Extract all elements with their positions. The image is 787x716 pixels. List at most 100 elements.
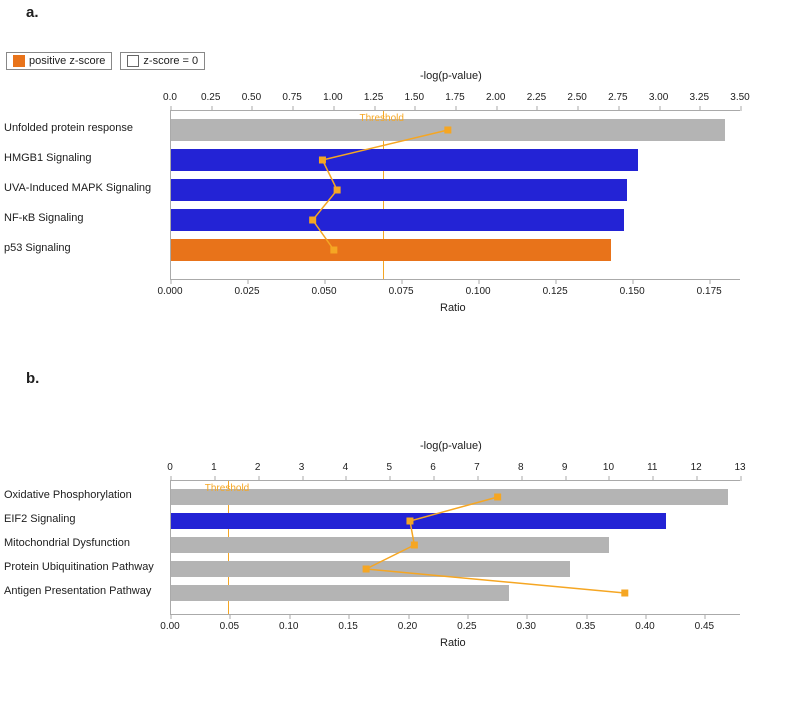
tick-mark [578, 106, 579, 111]
tick-mark [289, 614, 290, 619]
chart-a: -log(p-value)0.00.250.500.751.001.251.50… [0, 70, 780, 335]
tick-mark [171, 476, 172, 481]
tick-mark [434, 476, 435, 481]
threshold-label: Threshold [205, 483, 249, 494]
tick-label-bottom: 0.150 [620, 286, 645, 297]
tick-label-bottom: 0.025 [235, 286, 260, 297]
tick-label-top: 2.50 [567, 92, 586, 103]
tick-label-top: 2 [255, 462, 261, 473]
category-label: Protein Ubiquitination Pathway [4, 561, 166, 573]
tick-label-top: 6 [430, 462, 436, 473]
legend-label: positive z-score [29, 55, 105, 67]
tick-label-top: 13 [734, 462, 745, 473]
tick-label-top: 0.0 [163, 92, 177, 103]
tick-mark [402, 279, 403, 284]
tick-label-top: 0 [167, 462, 173, 473]
tick-label-top: 0.25 [201, 92, 220, 103]
tick-mark [258, 476, 259, 481]
tick-label-top: 3.50 [730, 92, 749, 103]
bar [171, 537, 609, 553]
tick-mark [586, 614, 587, 619]
tick-label-top: 5 [386, 462, 392, 473]
bar [171, 239, 611, 261]
tick-label-top: 7 [474, 462, 480, 473]
tick-mark [710, 279, 711, 284]
tick-label-top: 12 [691, 462, 702, 473]
tick-label-top: 2.00 [486, 92, 505, 103]
tick-mark [374, 106, 375, 111]
tick-label-top: 0.50 [242, 92, 261, 103]
chart-b: -log(p-value)0123456789101112130.000.050… [0, 440, 780, 680]
bar [171, 119, 725, 141]
tick-label-top: 11 [647, 462, 657, 473]
tick-label-bottom: 0.30 [517, 621, 536, 632]
axis-title-top: -log(p-value) [420, 70, 482, 82]
tick-label-top: 1.25 [364, 92, 383, 103]
tick-mark [618, 106, 619, 111]
bar [171, 513, 666, 529]
tick-label-top: 9 [562, 462, 568, 473]
category-label: Unfolded protein response [4, 122, 166, 134]
tick-label-bottom: 0.100 [466, 286, 491, 297]
tick-mark [556, 279, 557, 284]
tick-mark [659, 106, 660, 111]
legend-swatch [127, 55, 139, 67]
tick-label-top: 10 [603, 462, 614, 473]
tick-mark [230, 614, 231, 619]
tick-mark [171, 279, 172, 284]
axis-title-bottom: Ratio [440, 637, 466, 649]
legend-label: z-score = 0 [143, 55, 198, 67]
category-label: NF-κB Signaling [4, 212, 166, 224]
tick-label-top: 1 [211, 462, 217, 473]
tick-mark [697, 476, 698, 481]
tick-mark [741, 106, 742, 111]
legend-swatch [13, 55, 25, 67]
category-label: HMGB1 Signaling [4, 152, 166, 164]
legend: positive z-score z-score = 0 [6, 52, 205, 70]
bar [171, 149, 638, 171]
tick-mark [477, 476, 478, 481]
plot-area [170, 480, 740, 615]
plot-area [170, 110, 740, 280]
tick-mark [741, 476, 742, 481]
tick-label-top: 3.25 [690, 92, 709, 103]
tick-mark [211, 106, 212, 111]
tick-label-top: 3 [299, 462, 305, 473]
tick-mark [302, 476, 303, 481]
tick-mark [537, 106, 538, 111]
bar [171, 209, 624, 231]
tick-label-top: 1.50 [405, 92, 424, 103]
tick-label-top: 3.00 [649, 92, 668, 103]
category-label: Mitochondrial Dysfunction [4, 537, 166, 549]
tick-mark [565, 476, 566, 481]
tick-label-bottom: 0.125 [543, 286, 568, 297]
tick-mark [333, 106, 334, 111]
bar [171, 561, 570, 577]
tick-label-bottom: 0.175 [697, 286, 722, 297]
tick-label-bottom: 0.35 [576, 621, 595, 632]
tick-mark [171, 614, 172, 619]
tick-mark [700, 106, 701, 111]
tick-mark [390, 476, 391, 481]
tick-mark [609, 476, 610, 481]
panel-letter-a: a. [26, 4, 39, 21]
tick-mark [293, 106, 294, 111]
tick-label-top: 2.25 [527, 92, 546, 103]
tick-mark [653, 476, 654, 481]
tick-mark [496, 106, 497, 111]
category-label: EIF2 Signaling [4, 513, 166, 525]
tick-mark [325, 279, 326, 284]
tick-label-top: 2.75 [608, 92, 627, 103]
tick-mark [456, 106, 457, 111]
tick-label-bottom: 0.05 [220, 621, 239, 632]
figure: a. positive z-score z-score = 0 -log(p-va… [0, 0, 787, 716]
tick-mark [346, 476, 347, 481]
category-label: p53 Signaling [4, 242, 166, 254]
tick-label-bottom: 0.40 [635, 621, 654, 632]
tick-mark [479, 279, 480, 284]
tick-mark [646, 614, 647, 619]
tick-mark [252, 106, 253, 111]
legend-item: z-score = 0 [120, 52, 205, 70]
panel-letter-b: b. [26, 370, 39, 387]
category-label: Oxidative Phosphorylation [4, 489, 166, 501]
